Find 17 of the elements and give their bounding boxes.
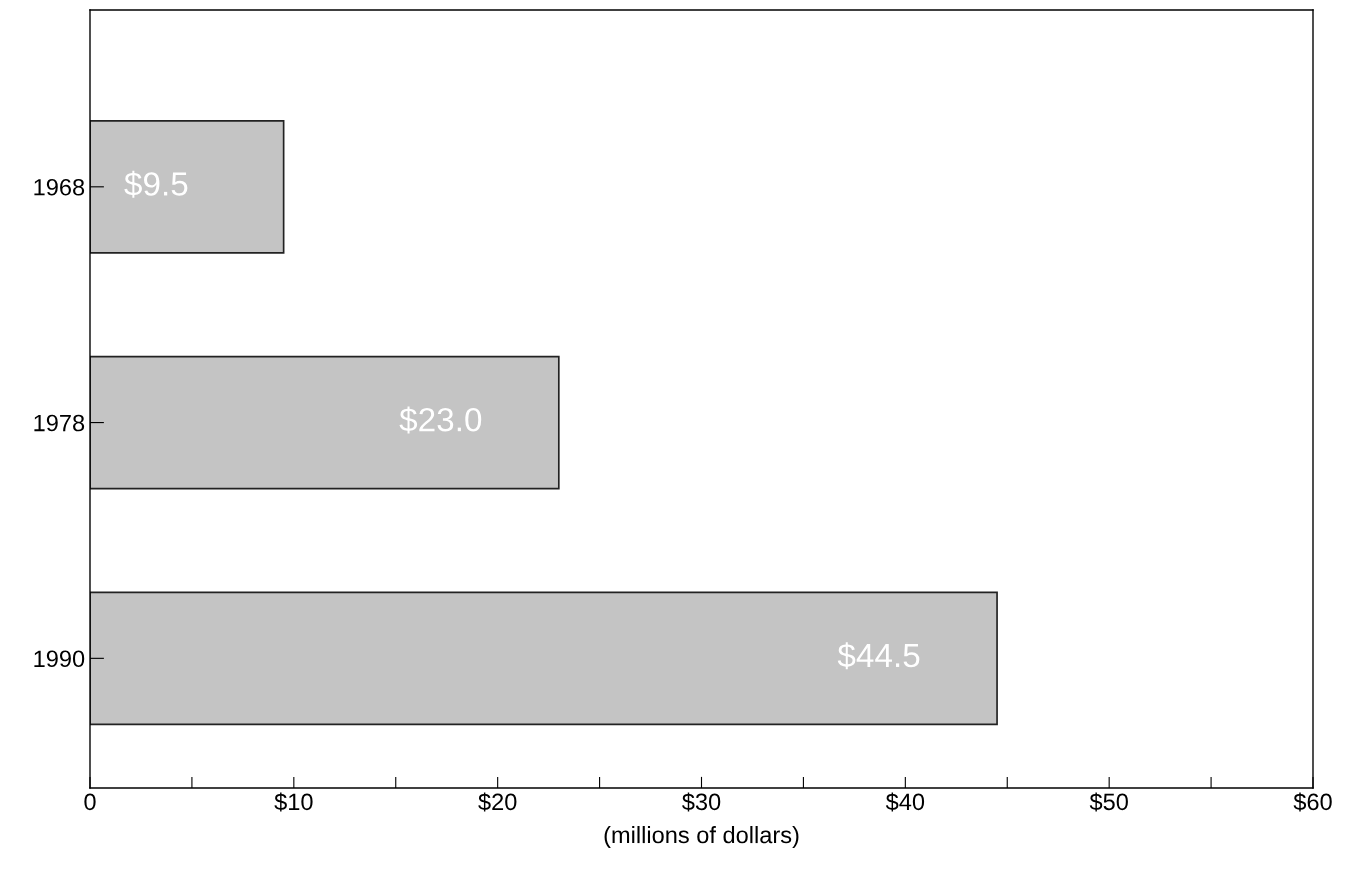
x-axis-title: (millions of dollars) bbox=[604, 825, 799, 848]
data-label: $23.0 bbox=[399, 406, 482, 434]
data-label: $9.5 bbox=[124, 170, 188, 198]
data-label: $44.5 bbox=[837, 642, 920, 670]
x-tick-label: $10 bbox=[274, 792, 313, 812]
x-tick-label: $60 bbox=[1293, 792, 1332, 812]
x-tick-label: $50 bbox=[1089, 792, 1128, 812]
x-tick-label: $30 bbox=[682, 792, 721, 812]
y-tick-label: 1990 bbox=[34, 650, 85, 668]
bar bbox=[90, 119, 285, 254]
bar bbox=[90, 591, 998, 726]
x-tick-label: $40 bbox=[885, 792, 925, 812]
x-tick-label: 0 bbox=[84, 793, 96, 811]
y-tick-label: 1968 bbox=[34, 178, 85, 196]
y-tick-label: 1978 bbox=[34, 414, 85, 432]
x-tick-label: $20 bbox=[478, 792, 517, 812]
bar bbox=[90, 355, 560, 490]
